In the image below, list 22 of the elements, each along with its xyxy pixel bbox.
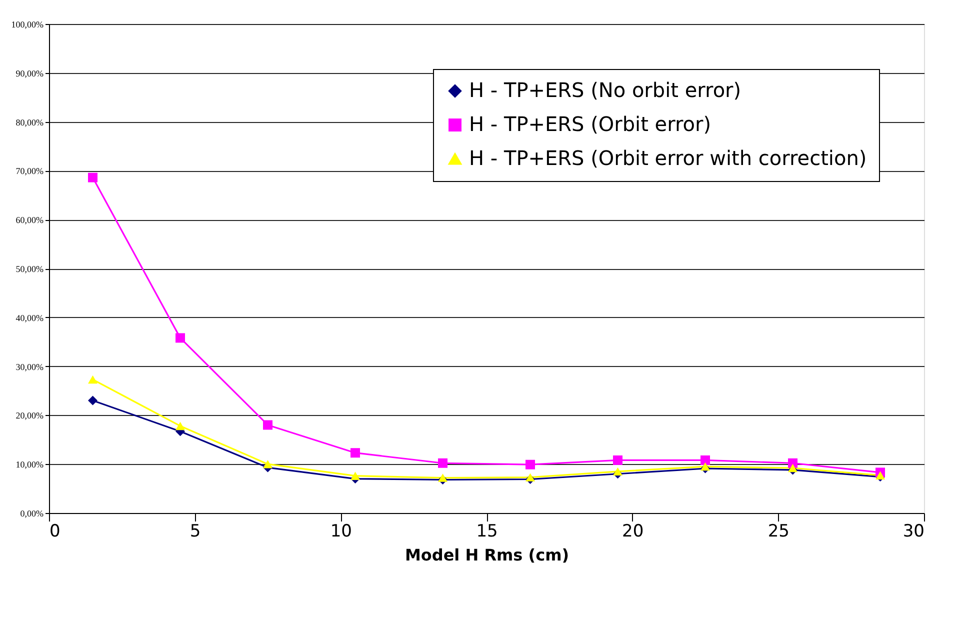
x-tick-label: 20 [622,522,644,542]
y-tick-label: 100,00% [11,20,44,30]
x-axis-title: Model H Rms (cm) [404,546,570,564]
y-tick-label: 20,00% [16,410,44,421]
y-tick-label: 80,00% [16,117,44,128]
x-tick-label: 10 [330,522,352,542]
legend-label: H - TP+ERS (No orbit error) [469,78,742,102]
y-tick-label: 50,00% [16,264,44,274]
y-tick-label: 90,00% [16,68,44,78]
x-tick-label: 25 [768,522,790,542]
y-tick-label: 10,00% [16,460,44,470]
y-tick-label: 30,00% [16,362,44,372]
legend-label: H - TP+ERS (Orbit error with correction) [469,146,867,170]
x-tick-label: 0 [50,522,60,542]
y-tick-label: 40,00% [16,312,44,323]
y-tick-label: 70,00% [16,166,44,176]
x-tick-label: 5 [190,522,201,542]
legend-label: H - TP+ERS (Orbit error) [469,112,712,136]
x-tick-label: 30 [902,522,924,542]
y-tick-label: 0,00% [20,508,44,518]
y-tick-label: 60,00% [16,215,44,226]
x-tick-label: 15 [476,522,498,542]
